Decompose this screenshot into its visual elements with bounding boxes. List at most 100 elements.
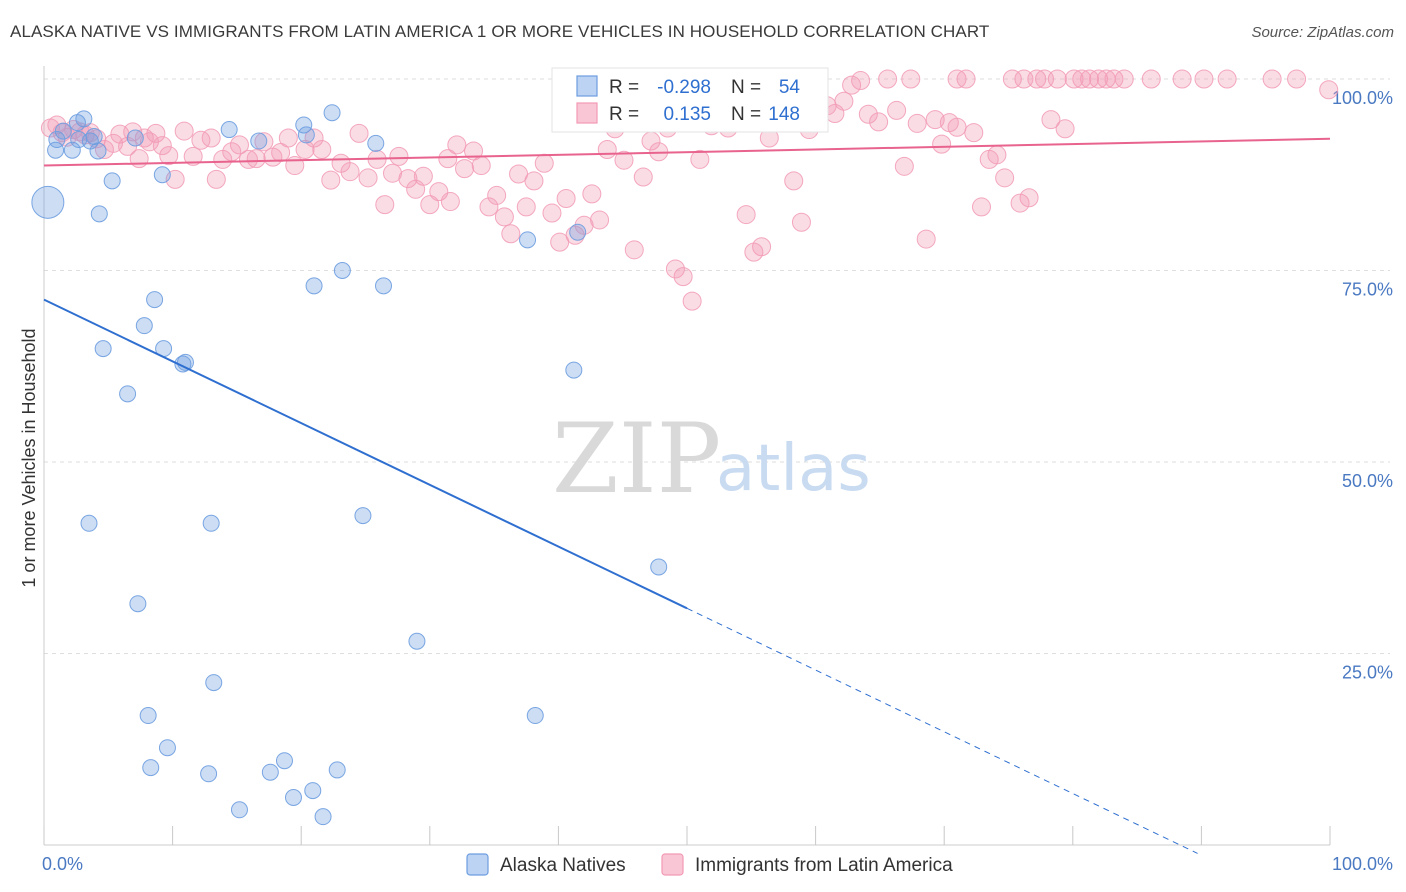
latin-point: [907, 113, 927, 133]
latin-point: [582, 184, 602, 204]
latin-point: [254, 132, 274, 152]
latin-point: [534, 153, 554, 173]
alaska-point: [139, 707, 157, 725]
latin-point: [464, 141, 484, 161]
legend-label-alaska: Alaska Natives: [500, 855, 626, 876]
watermark: ZIP atlas: [552, 403, 871, 515]
latin-point: [501, 224, 521, 244]
latin-point: [842, 75, 862, 95]
legend-swatch-latin: [661, 853, 684, 876]
latin-point: [146, 123, 166, 143]
latin-point: [349, 123, 369, 143]
latin-point: [736, 205, 756, 225]
latin-point: [887, 100, 907, 120]
latin-point: [1194, 69, 1214, 89]
latin-point: [633, 167, 653, 187]
alaska-point: [70, 131, 88, 149]
alaska-point: [103, 172, 121, 190]
alaska-point: [202, 514, 220, 532]
alaska-point: [569, 223, 587, 241]
alaska-point: [200, 765, 218, 783]
latin-point: [971, 197, 991, 217]
alaska-point: [153, 166, 171, 184]
alaska-swatch: [576, 75, 598, 97]
series-legend: Alaska Natives Immigrants from Latin Ame…: [466, 853, 953, 876]
latin-point: [1010, 193, 1030, 213]
alaska-n-label: N =: [731, 77, 761, 98]
latin-point: [597, 139, 617, 159]
latin-point: [673, 267, 693, 287]
alaska-point: [94, 340, 112, 358]
alaska-point: [90, 205, 108, 223]
latin-point: [183, 146, 203, 166]
latin-point: [878, 69, 898, 89]
legend-swatch-alaska: [466, 853, 489, 876]
alaska-point: [297, 126, 315, 144]
latin-point: [447, 135, 467, 155]
latin-point: [1072, 69, 1092, 89]
alaska-point: [158, 739, 176, 757]
alaska-point: [565, 361, 583, 379]
latin-point: [925, 110, 945, 130]
latin-point: [1019, 188, 1039, 208]
latin-point: [916, 229, 936, 249]
latin-point: [398, 169, 418, 189]
latin-n-value: 148: [768, 104, 800, 125]
latin-point: [383, 163, 403, 183]
latin-point: [438, 149, 458, 169]
latin-point: [312, 139, 332, 159]
latin-point: [894, 156, 914, 176]
alaska-point: [89, 142, 107, 160]
latin-point: [901, 69, 921, 89]
latin-point: [389, 146, 409, 166]
latin-point: [1104, 69, 1124, 89]
alaska-point: [304, 782, 322, 800]
x-tick-label: 0.0%: [42, 854, 83, 874]
latin-point: [375, 195, 395, 215]
latin-point: [869, 112, 889, 132]
latin-point: [524, 171, 544, 191]
latin-point: [103, 133, 123, 153]
stats-legend: R = -0.298 N = 54 R = 0.135 N = 148: [551, 67, 829, 133]
alaska-point: [129, 595, 147, 613]
latin-point: [574, 215, 594, 235]
alaska-point: [135, 317, 153, 335]
latin-point: [834, 91, 854, 111]
latin-point: [1141, 69, 1161, 89]
latin-point: [995, 168, 1015, 188]
alaska-trend-line: [43, 298, 688, 610]
latin-point: [624, 240, 644, 260]
legend-label-latin: Immigrants from Latin America: [695, 855, 953, 876]
watermark-atlas: atlas: [716, 432, 871, 506]
alaska-point: [142, 759, 160, 777]
y-tick-label: 50.0%: [1342, 471, 1393, 491]
latin-point: [1055, 119, 1075, 139]
latin-point: [932, 134, 952, 154]
alaska-point: [47, 141, 65, 159]
latin-point: [134, 128, 154, 148]
alaska-r-label: R =: [609, 77, 639, 98]
latin-point: [1002, 69, 1022, 89]
alaska-point: [314, 808, 332, 826]
latin-point: [479, 197, 499, 217]
alaska-point: [367, 134, 385, 152]
chart-title: ALASKA NATIVE VS IMMIGRANTS FROM LATIN A…: [10, 22, 990, 41]
latin-point: [358, 168, 378, 188]
alaska-point: [119, 385, 137, 403]
latin-point: [129, 149, 149, 169]
latin-point: [987, 145, 1007, 165]
watermark-zip: ZIP: [552, 403, 721, 515]
latin-r-value: 0.135: [663, 104, 711, 125]
latin-point: [1287, 69, 1307, 89]
chart-source: Source: ZipAtlas.com: [1251, 24, 1394, 41]
latin-point: [1089, 69, 1109, 89]
latin-point: [682, 291, 702, 311]
alaska-point: [526, 707, 544, 725]
latin-point: [1064, 69, 1084, 89]
latin-point: [413, 166, 433, 186]
latin-point: [278, 128, 298, 148]
latin-point: [229, 135, 249, 155]
latin-point: [590, 210, 610, 230]
alaska-point: [275, 752, 293, 770]
gridlines: [44, 78, 1390, 654]
